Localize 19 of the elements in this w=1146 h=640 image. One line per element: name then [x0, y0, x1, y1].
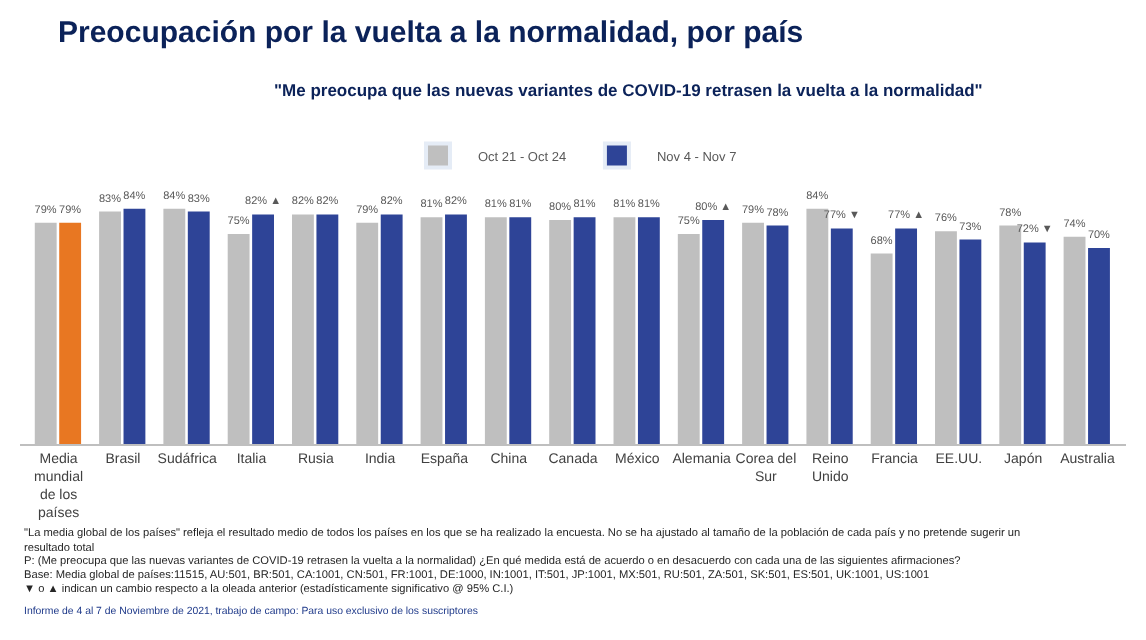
bar [380, 214, 403, 444]
bar [830, 228, 853, 444]
bar [959, 239, 982, 444]
bar [509, 217, 532, 444]
bar [445, 214, 467, 444]
chart-title: Preocupación por la vuelta a la normalidad, por país [58, 16, 804, 50]
chart-subtitle: "Me preocupa que las nuevas variantes de COVID-19 retrasen la vuelta a la normalidad" [274, 80, 983, 100]
bar [766, 225, 789, 444]
bar [1088, 248, 1110, 444]
bar [895, 228, 918, 444]
bar [59, 222, 82, 444]
bar [123, 208, 146, 444]
bar [187, 211, 210, 444]
bar [573, 217, 596, 444]
bar [637, 217, 660, 444]
bar [1023, 242, 1046, 444]
bar [316, 214, 339, 444]
bar [702, 220, 725, 444]
bar [252, 214, 274, 444]
